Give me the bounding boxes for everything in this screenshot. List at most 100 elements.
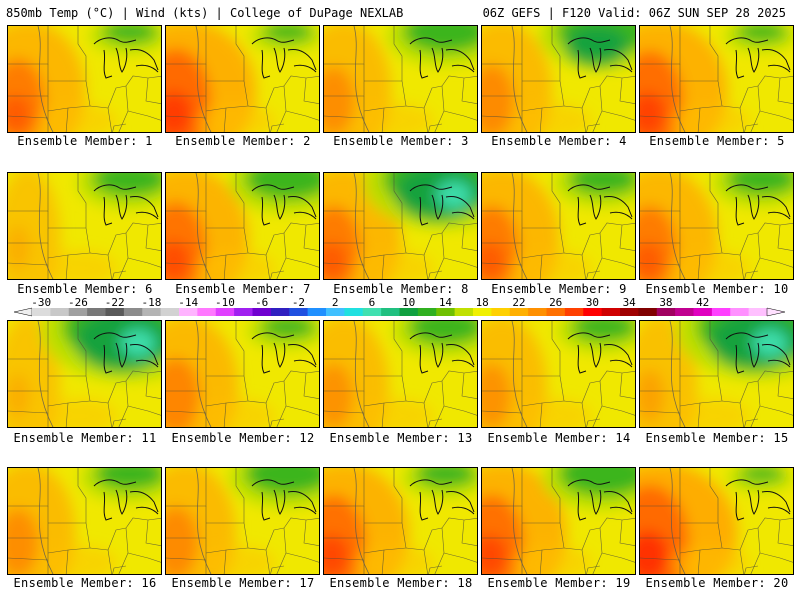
colorbar-swatch [32,308,51,316]
ensemble-member-map [165,25,320,133]
colorbar-tick-label: 2 [332,296,339,309]
colorbar-swatch [711,308,731,316]
colorbar-tick-label: -6 [255,296,268,309]
colorbar-swatch [344,308,364,316]
colorbar-tick-label: 22 [512,296,525,309]
colorbar-swatch [601,308,621,316]
temperature-field [166,468,319,574]
temperature-field [324,26,477,132]
colorbar-tick-label: -26 [68,296,88,309]
temperature-field [640,321,793,427]
colorbar-swatch [215,308,235,316]
colorbar-swatch [289,308,309,316]
colorbar-swatch [399,308,419,316]
chart-title: 850mb Temp (°C) | Wind (kts) | College o… [6,6,404,20]
colorbar-swatch [197,308,217,316]
colorbar-tick-label: 6 [369,296,376,309]
colorbar-swatch [693,308,713,316]
ensemble-member-label: Ensemble Member: 7 [175,282,311,296]
temperature-field [482,321,635,427]
temperature-field [8,26,161,132]
ensemble-member-map [639,172,794,280]
ensemble-member-label: Ensemble Member: 12 [171,431,315,445]
colorbar-swatch [105,308,125,316]
colorbar-swatch [509,308,529,316]
colorbar-swatch [270,308,290,316]
ensemble-member-label: Ensemble Member: 8 [333,282,469,296]
temperature-field [482,468,635,574]
colorbar-tick-label: -18 [142,296,162,309]
colorbar-swatch [675,308,694,316]
colorbar-tick-label: 14 [439,296,453,309]
ensemble-member-map [323,25,478,133]
colorbar-swatch [546,308,566,316]
temperature-field [324,321,477,427]
colorbar-swatch [528,308,547,316]
temperature-field [166,321,319,427]
colorbar-tick-label: 10 [402,296,415,309]
colorbar-swatch [381,308,400,316]
colorbar-swatch [307,308,327,316]
model-run-info: 06Z GEFS | F120 Valid: 06Z SUN SEP 28 20… [482,6,786,20]
ensemble-member-map [323,467,478,575]
temperature-field [324,468,477,574]
colorbar-swatch [730,308,750,316]
colorbar-tick-label: 38 [659,296,672,309]
ensemble-member-map [7,25,162,133]
ensemble-member-label: Ensemble Member: 18 [329,576,473,590]
colorbar-min-arrow [13,307,33,317]
ensemble-member-label: Ensemble Member: 17 [171,576,315,590]
temperature-field [8,321,161,427]
colorbar-max-arrow [766,307,786,317]
colorbar-tick-label: 26 [549,296,562,309]
ensemble-member-map [7,320,162,428]
temperature-field [324,173,477,279]
colorbar-tick-label: 18 [476,296,489,309]
ensemble-member-label: Ensemble Member: 4 [491,134,627,148]
ensemble-member-label: Ensemble Member: 15 [645,431,789,445]
ensemble-member-label: Ensemble Member: 11 [13,431,157,445]
colorbar-tick-label: -2 [292,296,305,309]
ensemble-member-label: Ensemble Member: 3 [333,134,469,148]
colorbar-swatch [417,308,437,316]
colorbar-swatch [123,308,143,316]
colorbar-swatch [638,308,658,316]
ensemble-member-label: Ensemble Member: 5 [649,134,785,148]
ensemble-member-label: Ensemble Member: 20 [645,576,789,590]
ensemble-member-map [639,467,794,575]
colorbar-tick-label: 30 [586,296,599,309]
colorbar-swatch [748,308,768,316]
colorbar-tick-label: -14 [178,296,198,309]
ensemble-member-map [7,172,162,280]
ensemble-member-label: Ensemble Member: 14 [487,431,631,445]
colorbar-swatch [564,308,584,316]
colorbar-swatch [252,308,272,316]
ensemble-member-map [165,467,320,575]
colorbar-swatch [142,308,162,316]
ensemble-member-map [323,320,478,428]
temperature-field [166,173,319,279]
colorbar-tick-label: 34 [623,296,637,309]
colorbar-swatch [50,308,70,316]
colorbar-tick-label: -22 [105,296,125,309]
ensemble-member-label: Ensemble Member: 19 [487,576,631,590]
temperature-field [166,26,319,132]
colorbar-swatch [454,308,474,316]
ensemble-member-map [481,172,636,280]
colorbar-tick-label: 42 [696,296,709,309]
ensemble-member-map [481,320,636,428]
colorbar-swatch [620,308,639,316]
ensemble-member-map [7,467,162,575]
ensemble-member-label: Ensemble Member: 16 [13,576,157,590]
temperature-colorbar: -30 -26 -22 -18 -14 -10 -6 -2 2 6 10 14 18 22 26 30 34 38… [13,296,786,317]
ensemble-member-map [639,25,794,133]
temperature-field [8,468,161,574]
colorbar-swatch [234,308,253,316]
ensemble-member-map [639,320,794,428]
colorbar-swatch [179,308,198,316]
colorbar-swatch [436,308,456,316]
temperature-field [640,468,793,574]
ensemble-member-map [165,172,320,280]
ensemble-member-label: Ensemble Member: 6 [17,282,153,296]
ensemble-member-map [481,25,636,133]
